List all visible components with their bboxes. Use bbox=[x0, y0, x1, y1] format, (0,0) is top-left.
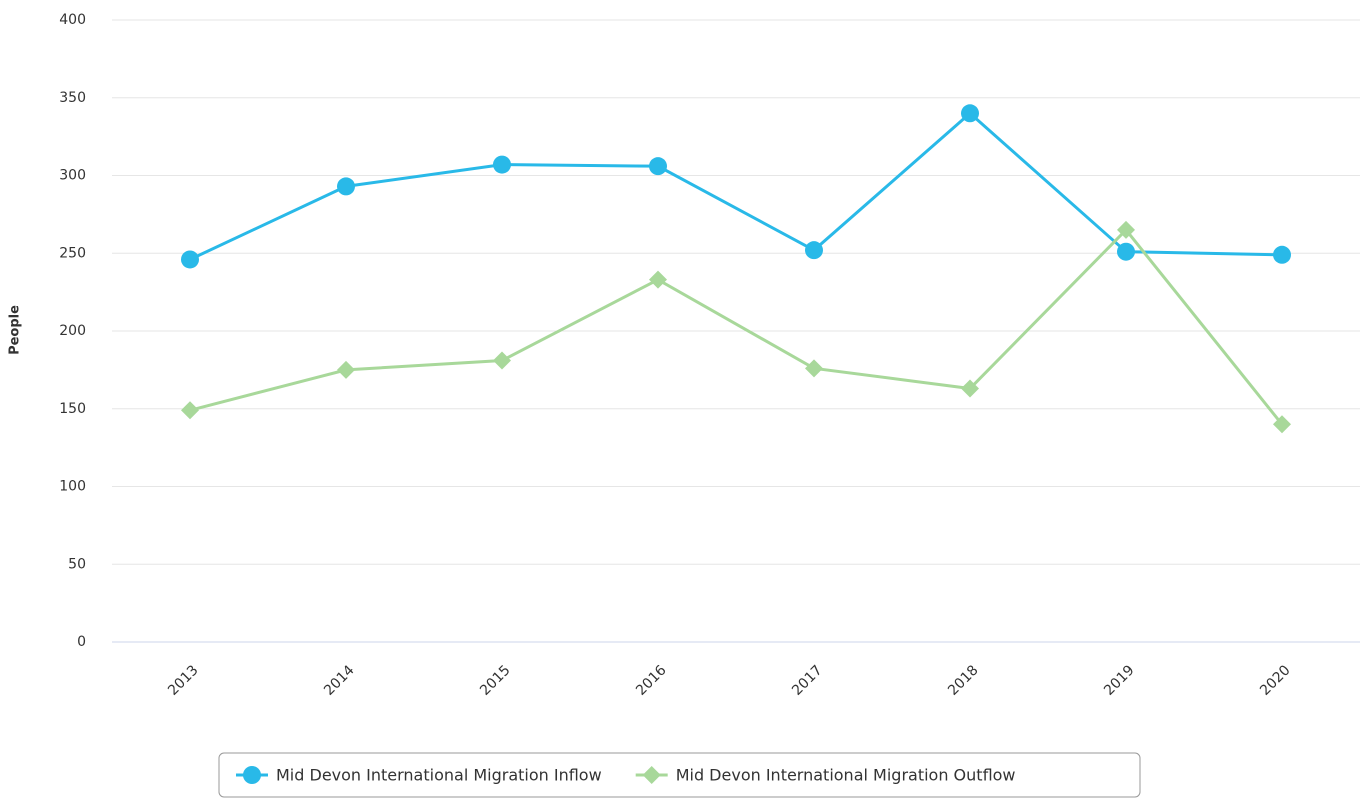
x-tick-label: 2018 bbox=[945, 662, 982, 699]
data-point bbox=[337, 177, 355, 196]
data-point bbox=[649, 157, 667, 176]
data-point bbox=[493, 351, 511, 370]
series-line bbox=[189, 111, 1283, 261]
legend-box bbox=[218, 752, 1141, 798]
x-tick-label: 2019 bbox=[1101, 662, 1138, 699]
data-point bbox=[961, 104, 979, 123]
data-point bbox=[1273, 245, 1291, 264]
legend-label: Mid Devon International Migration Outflo… bbox=[676, 766, 1016, 785]
legend-marker bbox=[243, 766, 261, 784]
y-tick-label: 0 bbox=[77, 634, 86, 650]
x-tick-label: 2016 bbox=[633, 662, 670, 699]
data-point bbox=[649, 270, 667, 289]
x-tick-label: 2014 bbox=[321, 662, 358, 699]
y-tick-label: 250 bbox=[59, 245, 86, 261]
data-point bbox=[181, 250, 199, 269]
y-tick-label: 350 bbox=[59, 90, 86, 106]
y-tick-label: 300 bbox=[59, 168, 86, 184]
data-point bbox=[961, 379, 979, 398]
y-tick-label: 150 bbox=[59, 401, 86, 417]
data-point bbox=[493, 155, 511, 174]
data-point bbox=[337, 360, 355, 379]
y-tick-label: 50 bbox=[68, 556, 86, 572]
x-tick-label: 2013 bbox=[165, 662, 202, 699]
y-tick-label: 200 bbox=[59, 323, 86, 339]
legend-label: Mid Devon International Migration Inflow bbox=[276, 766, 602, 785]
x-tick-label: 2015 bbox=[477, 662, 514, 699]
y-tick-label: 400 bbox=[59, 12, 86, 28]
x-tick-label: 2020 bbox=[1257, 662, 1294, 699]
data-point bbox=[805, 359, 823, 378]
data-point bbox=[1117, 242, 1135, 261]
data-point bbox=[1273, 415, 1291, 434]
data-point bbox=[181, 401, 199, 420]
x-tick-label: 2017 bbox=[789, 662, 826, 699]
data-point bbox=[1117, 220, 1135, 239]
y-tick-label: 100 bbox=[59, 479, 86, 495]
data-point bbox=[805, 241, 823, 260]
legend-marker bbox=[642, 766, 661, 784]
series-line bbox=[189, 227, 1284, 426]
y-axis-label: People bbox=[8, 305, 23, 355]
